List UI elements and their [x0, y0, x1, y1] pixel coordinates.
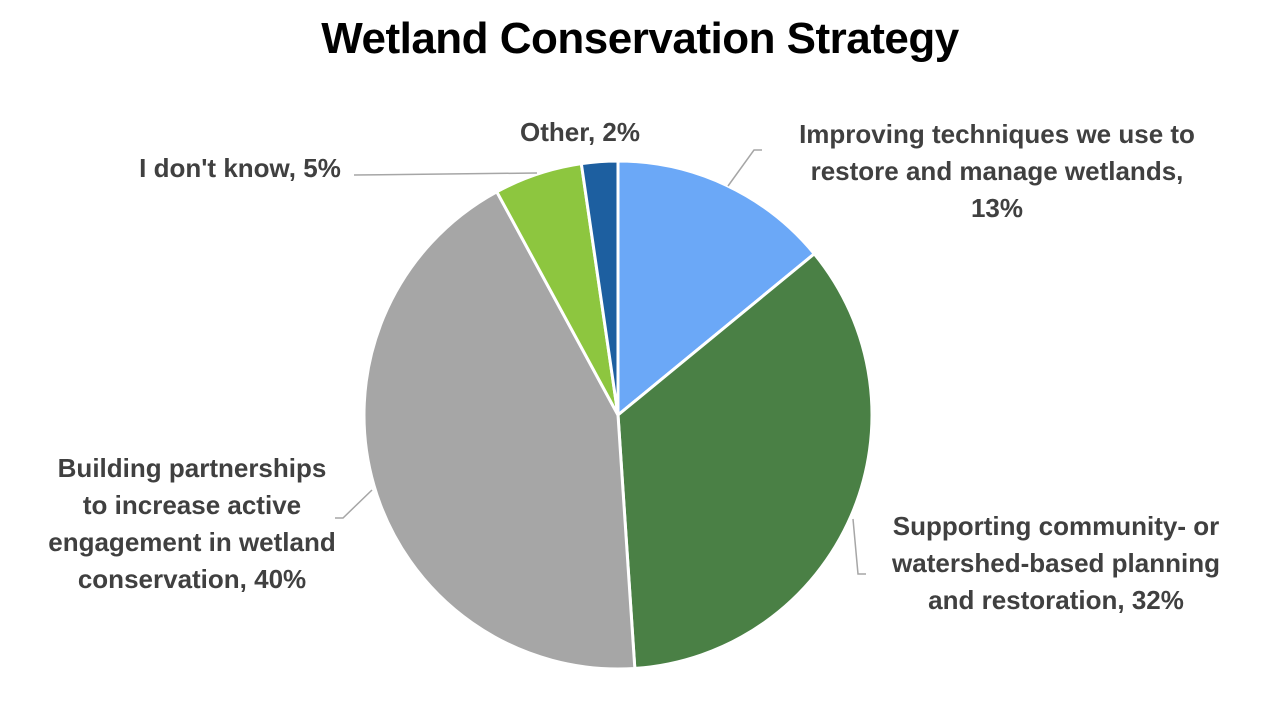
data-label-supporting: Supporting community- or watershed-based… [866, 508, 1246, 619]
pie-slice [362, 190, 637, 671]
label-line: to increase active [82, 490, 302, 520]
label-line: I don't know, 5% [139, 153, 341, 183]
label-line: 13% [970, 193, 1024, 223]
chart-title: Wetland Conservation Strategy [321, 14, 959, 63]
data-label-other: Other, 2% [500, 114, 660, 151]
label-line: watershed-based planning [892, 548, 1220, 578]
pie-slice [616, 159, 816, 417]
label-line: Improving techniques we use to [799, 119, 1195, 149]
pie-slices [362, 159, 874, 671]
data-label-improving: Improving techniques we use to restore a… [762, 116, 1232, 227]
data-label-building: Building partnerships to increase active… [22, 450, 362, 598]
data-label-dontknow: I don't know, 5% [120, 150, 360, 187]
label-line: engagement in wetland [48, 527, 336, 557]
leader-line-building [335, 489, 373, 519]
label-line: conservation, 40% [77, 564, 307, 594]
pie-slice [616, 252, 874, 670]
label-line: Other, 2% [520, 117, 640, 147]
leader-line-dontknow [353, 172, 538, 176]
leader-line-improving [727, 149, 762, 187]
label-line: Supporting community- or [892, 511, 1220, 541]
label-line: and restoration, 32% [928, 585, 1184, 615]
label-line: restore and manage wetlands, [810, 156, 1184, 186]
label-line: Building partnerships [57, 453, 327, 483]
pie-slice [579, 159, 620, 417]
leader-lines [335, 149, 866, 575]
leader-line-supporting [852, 518, 866, 575]
